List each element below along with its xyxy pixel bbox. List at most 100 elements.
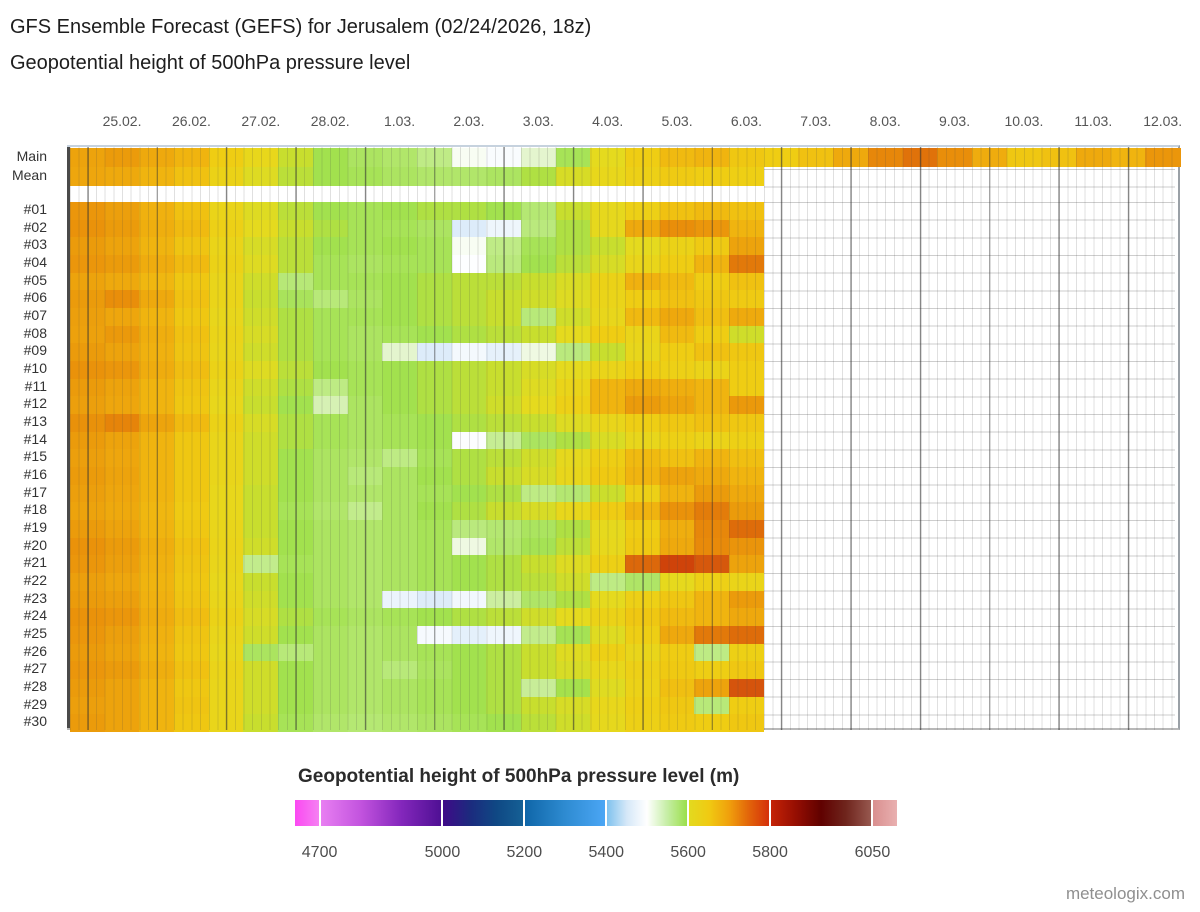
heatmap-cell [555,590,591,609]
heatmap-cell [659,219,695,238]
heatmap-cell [555,679,591,697]
heatmap-cell [416,484,453,503]
heatmap-cell [625,573,661,591]
x-axis-date-label: 2.03. [453,113,485,129]
heatmap-cell [694,520,730,538]
heatmap-cell [208,343,244,361]
heatmap-cell [659,431,695,450]
heatmap-cell [104,449,140,467]
heatmap-cell [659,608,695,626]
heatmap-cell [520,290,557,308]
color-scale-tick: 5400 [588,844,625,861]
heatmap-cell [347,449,383,467]
y-axis-row-label: Mean [11,166,47,183]
heatmap-cell [590,484,626,503]
heatmap-cell [590,219,626,238]
heatmap-cell [486,714,522,732]
heatmap-cell [243,325,279,344]
heatmap-cell [486,573,522,591]
heatmap-cell [382,202,418,220]
heatmap-cell [139,396,175,414]
heatmap-cell [451,202,487,220]
heatmap-cell [208,573,244,591]
heatmap-cell [520,449,557,467]
heatmap-cell [278,325,314,344]
heatmap-cell [625,608,661,626]
heatmap-cell [659,484,695,503]
heatmap-cell [694,537,730,556]
heatmap-cell [278,308,314,326]
heatmap-cell [312,290,348,308]
heatmap-cell [625,272,661,291]
heatmap-cell [70,573,106,591]
heatmap-cell [139,343,175,361]
heatmap-cell [520,378,557,397]
y-axis-row-label: #06 [23,289,47,306]
heatmap-cell [486,167,522,186]
heatmap-cell [451,361,487,379]
color-scale-segment [443,800,523,826]
y-axis-labels: Main Mean #01 #02 #03 #04 #05 #06 #07 #08 #09 #10 #1… [0,0,47,912]
heatmap-cell [312,714,348,732]
heatmap-cell [243,555,279,573]
heatmap-cell [347,237,383,255]
x-axis-date-label: 5.03. [661,113,693,129]
heatmap-cell [520,325,557,344]
heatmap-cell [208,361,244,379]
heatmap-cell [555,343,591,361]
heatmap-cell [555,237,591,255]
heatmap-cell [312,502,348,520]
heatmap-cell [243,484,279,503]
heatmap-cell [139,608,175,626]
heatmap-cell [659,537,695,556]
heatmap-cell [416,661,453,679]
heatmap-cell [174,272,210,291]
heatmap-cell [867,148,903,167]
heatmap-cell [694,714,730,732]
heatmap-cell [694,343,730,361]
heatmap-cell [729,590,765,609]
heatmap-cell [382,272,418,291]
heatmap-cell [278,661,314,679]
heatmap-cell [139,431,175,450]
heatmap-cell [174,679,210,697]
color-scale-segment [295,800,319,826]
heatmap-cell [174,714,210,732]
heatmap-cell [729,255,765,273]
heatmap-cell [70,325,106,344]
heatmap-cell [1145,148,1181,167]
heatmap-cell [139,573,175,591]
heatmap-cell [694,361,730,379]
heatmap-cell [312,590,348,609]
heatmap-cell [104,537,140,556]
heatmap-cell [520,590,557,609]
heatmap-cell [590,573,626,591]
heatmap-cell [520,343,557,361]
heatmap-cell [312,272,348,291]
heatmap-cell [694,148,730,167]
heatmap-cell [486,378,522,397]
heatmap-cell [243,414,279,432]
heatmap-cell [590,202,626,220]
heatmap-cell [416,590,453,609]
heatmap-cell [70,555,106,573]
heatmap-cell [70,626,106,644]
heatmap-cell [312,414,348,432]
heatmap-cell [555,502,591,520]
heatmap-cell [520,643,557,662]
heatmap-cell [70,361,106,379]
heatmap-cell [382,502,418,520]
heatmap-cell [70,590,106,609]
heatmap-cell [139,325,175,344]
heatmap-cell [416,290,453,308]
heatmap-cell [520,502,557,520]
heatmap-cell [347,696,383,715]
heatmap-cell [382,467,418,485]
y-axis-row-label: #30 [23,713,47,730]
heatmap-cell [104,661,140,679]
heatmap-cell [347,537,383,556]
heatmap-cell [382,431,418,450]
heatmap-cell [451,343,487,361]
heatmap-cell [729,361,765,379]
heatmap-cell [243,202,279,220]
